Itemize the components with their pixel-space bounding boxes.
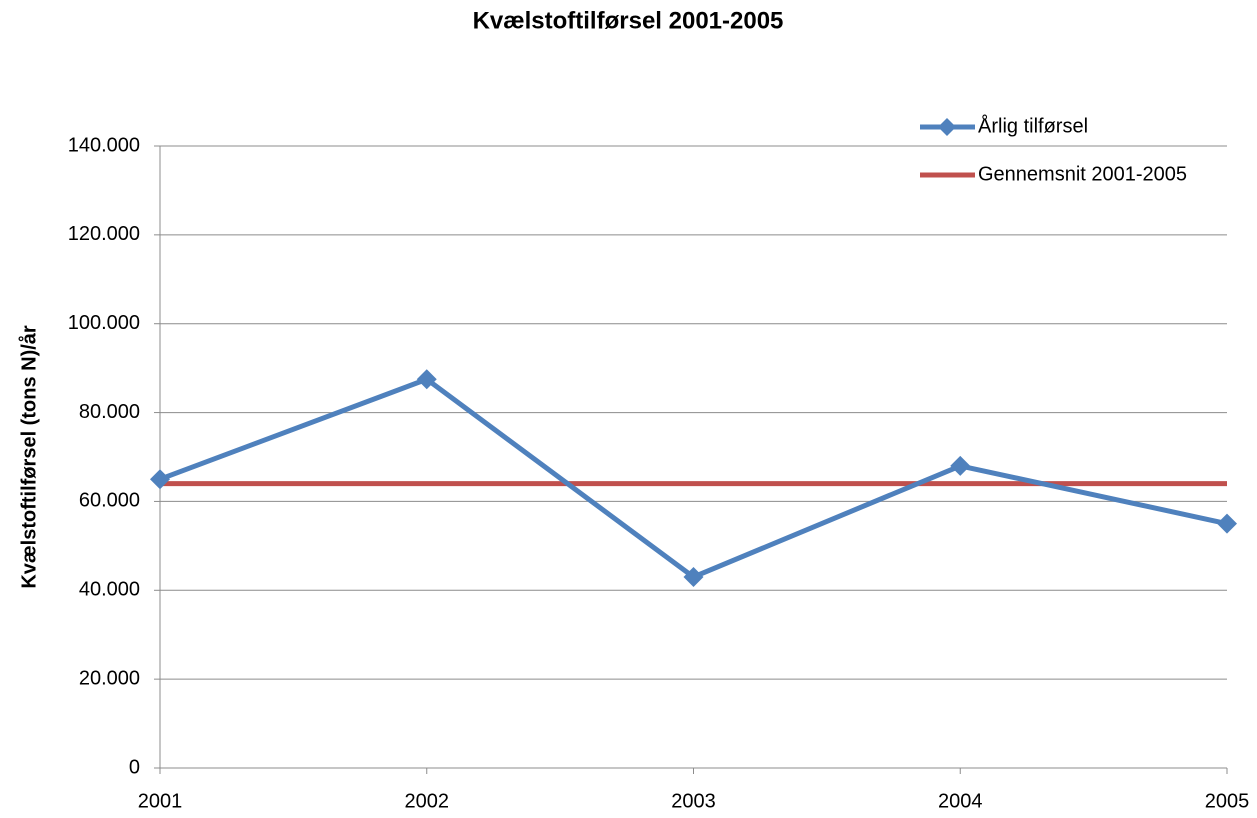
point — [416, 369, 437, 390]
y-axis-title: Kvælstoftilførsel (tons N)/år — [17, 325, 40, 589]
x-tick-label: 2001 — [138, 790, 183, 812]
y-tick-label: 40.000 — [79, 579, 140, 601]
x-tick-label: 2004 — [938, 790, 983, 812]
x-tick-label: 2002 — [405, 790, 450, 812]
y-tick-label: 80.000 — [79, 401, 140, 423]
series-line — [159, 376, 1228, 580]
y-tick-label: 140.000 — [68, 134, 140, 156]
point — [1217, 513, 1237, 534]
point — [150, 469, 170, 490]
legend-label: Årlig tilførsel — [978, 114, 1088, 137]
y-tick-label: 120.000 — [68, 223, 140, 245]
y-tick-label: 60.000 — [79, 490, 140, 512]
x-tick-label: 2005 — [1205, 790, 1250, 812]
y-tick-label: 100.000 — [68, 312, 140, 334]
y-tick-label: 20.000 — [79, 667, 140, 689]
chart-title: Kvælstoftilførsel 2001-2005 — [473, 7, 784, 34]
point — [950, 455, 971, 476]
y-tick-label: 0 — [129, 756, 140, 778]
legend-marker — [938, 118, 956, 136]
x-tick-label: 2003 — [671, 790, 716, 812]
legend-label: Gennemsnit 2001-2005 — [978, 163, 1187, 185]
point — [683, 566, 704, 587]
